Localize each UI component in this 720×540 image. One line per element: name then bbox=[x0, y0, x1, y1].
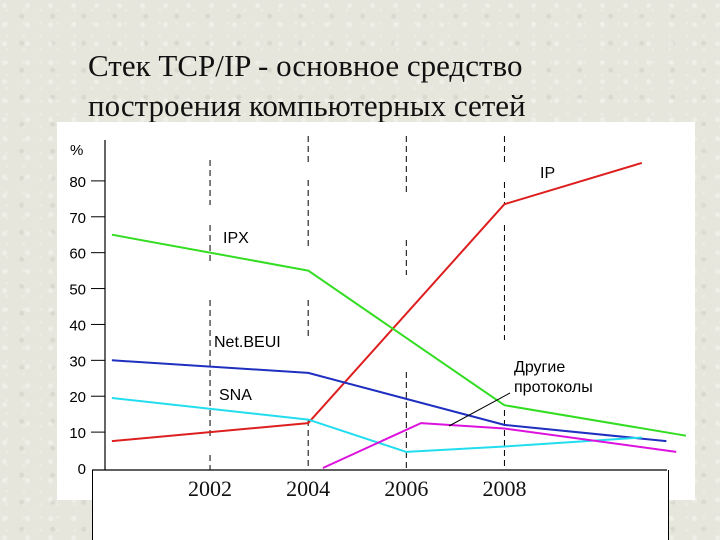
series-line-2 bbox=[111, 359, 667, 443]
label-netbeui: Net.BEUI bbox=[214, 334, 281, 351]
title-line-1: Стек TCP/IP - основное средство bbox=[88, 48, 523, 83]
y-ticks: 0 10 20 30 40 50 60 70 80 bbox=[69, 174, 105, 478]
slide-title: Стек TCP/IP - основное средство построен… bbox=[88, 46, 688, 126]
y-tick-label: 0 bbox=[78, 461, 86, 478]
series-labels: IP IPX Net.BEUI SNA Другие протоколы bbox=[214, 165, 593, 427]
series-line-0 bbox=[111, 161, 643, 443]
label-other-line2: протоколы bbox=[514, 379, 593, 396]
series-line-4 bbox=[322, 422, 677, 469]
year-label-2004: 2004 bbox=[286, 476, 330, 501]
y-tick-label: 60 bbox=[69, 246, 86, 263]
year-label-2006: 2006 bbox=[384, 476, 428, 501]
year-axis-box bbox=[92, 470, 669, 540]
label-ip: IP bbox=[540, 165, 555, 182]
axes: % bbox=[70, 140, 667, 471]
series-line-3 bbox=[111, 397, 642, 453]
y-tick-label: 70 bbox=[69, 210, 86, 227]
y-tick-label: 30 bbox=[69, 353, 86, 370]
year-label-2008: 2008 bbox=[482, 476, 526, 501]
y-tick-label: 80 bbox=[69, 174, 86, 191]
label-ipx: IPX bbox=[223, 230, 249, 247]
y-tick-label: 20 bbox=[69, 389, 86, 406]
year-label-2002: 2002 bbox=[188, 476, 232, 501]
y-axis-label: % bbox=[70, 142, 83, 159]
title-line-2: построения компьютерных сетей bbox=[88, 88, 526, 123]
series-lines bbox=[111, 161, 687, 469]
label-other-line1: Другие bbox=[514, 359, 565, 376]
y-tick-label: 50 bbox=[69, 282, 86, 299]
year-tick-labels: 2002 2004 2006 2008 bbox=[188, 476, 526, 501]
label-other-leader bbox=[448, 392, 511, 427]
year-gridlines bbox=[209, 136, 505, 470]
y-tick-label: 10 bbox=[69, 425, 86, 442]
label-sna: SNA bbox=[219, 387, 252, 404]
y-tick-label: 40 bbox=[69, 317, 86, 334]
series-line-1 bbox=[111, 233, 687, 437]
